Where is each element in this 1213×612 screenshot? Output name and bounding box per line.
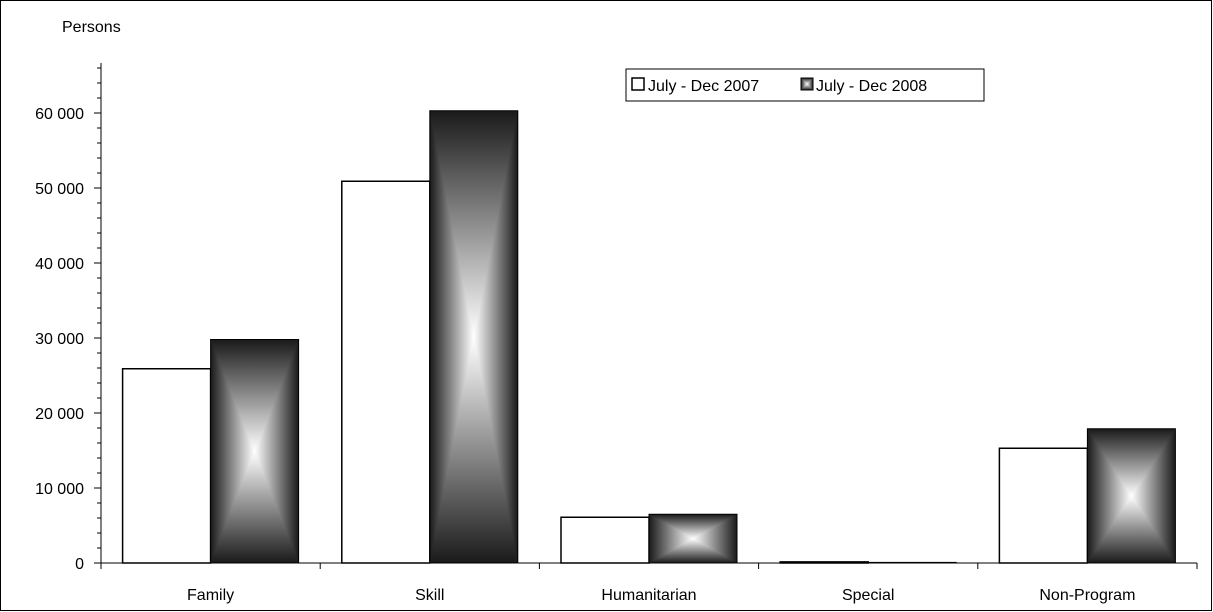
y-tick-label: 60 000 xyxy=(35,106,84,123)
y-axis-title: Persons xyxy=(62,19,121,36)
x-tick-label: Skill xyxy=(415,587,444,604)
bar-2008 xyxy=(648,513,738,564)
legend-label-2007: July - Dec 2007 xyxy=(648,78,759,95)
x-tick-label: Special xyxy=(842,587,894,604)
legend-label-2008: July - Dec 2008 xyxy=(816,78,927,95)
y-tick-label: 30 000 xyxy=(35,331,84,348)
bar-2007 xyxy=(779,561,869,564)
axis-labels: 0 10 000 20 000 30 000 40 000 50 000 60 000 Fam… xyxy=(35,106,1135,604)
bar-2008 xyxy=(210,339,300,564)
y-tick-label: 0 xyxy=(75,556,84,573)
bar-2008 xyxy=(429,110,519,564)
y-tick-label: 10 000 xyxy=(35,481,84,498)
bar-2007 xyxy=(341,180,431,564)
y-tick-label: 50 000 xyxy=(35,181,84,198)
legend: July - Dec 2007 July - Dec 2008 xyxy=(625,68,985,102)
x-tick-label: Non-Program xyxy=(1039,587,1135,604)
bar-2007 xyxy=(998,447,1089,564)
legend-swatch-2007 xyxy=(631,77,645,91)
y-tick-label: 40 000 xyxy=(35,256,84,273)
bar-2008 xyxy=(1086,428,1176,564)
x-tick-label: Humanitarian xyxy=(601,587,696,604)
legend-swatch-2008 xyxy=(800,77,814,91)
x-tick-label: Family xyxy=(187,587,234,604)
bar-2007 xyxy=(121,368,212,564)
bars xyxy=(121,110,1176,564)
bar-2008 xyxy=(867,561,957,564)
y-tick-label: 20 000 xyxy=(35,406,84,423)
bar-2007 xyxy=(560,516,650,564)
